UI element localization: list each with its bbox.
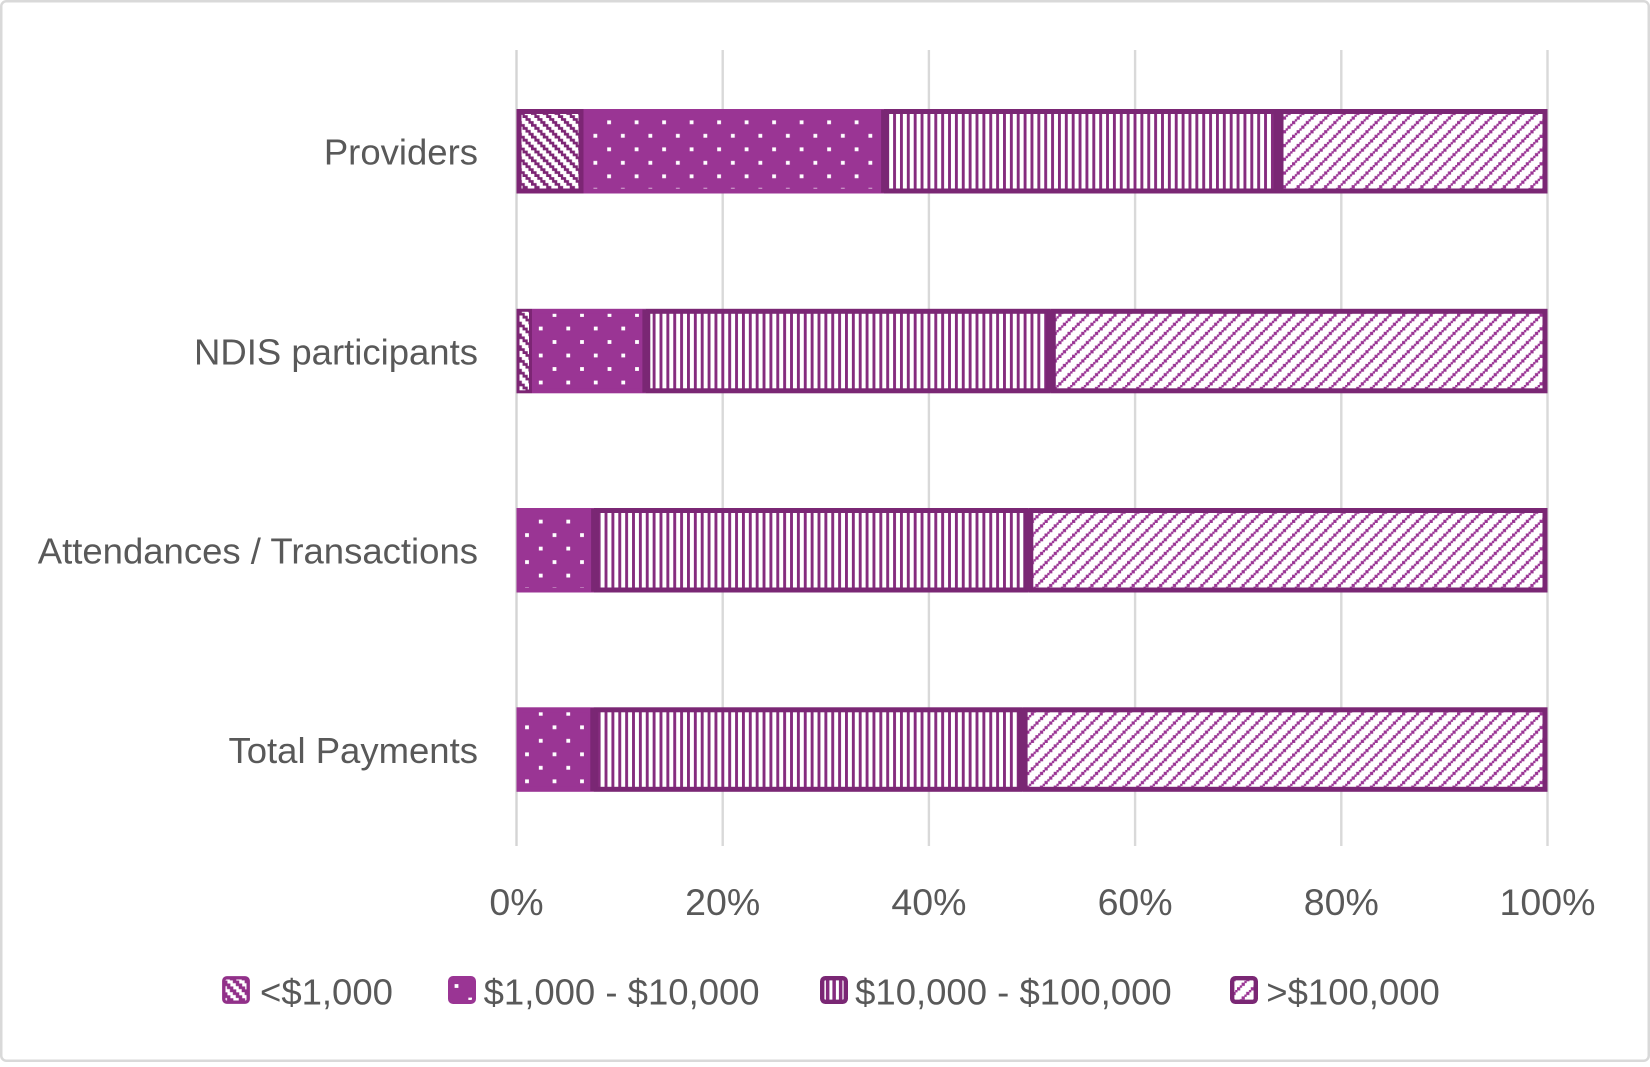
svg-text:100%: 100% xyxy=(1500,881,1596,923)
svg-text:Attendances / Transactions: Attendances / Transactions xyxy=(38,531,478,572)
svg-text:$10,000 - $100,000: $10,000 - $100,000 xyxy=(855,972,1172,1013)
svg-text:60%: 60% xyxy=(1098,881,1173,923)
svg-text:80%: 80% xyxy=(1304,881,1379,923)
svg-text:<$1,000: <$1,000 xyxy=(260,972,393,1013)
svg-text:>$100,000: >$100,000 xyxy=(1266,972,1440,1013)
svg-text:$1,000 - $10,000: $1,000 - $10,000 xyxy=(484,972,760,1013)
svg-text:Providers: Providers xyxy=(324,132,478,173)
svg-text:0%: 0% xyxy=(489,881,543,923)
svg-text:40%: 40% xyxy=(891,881,966,923)
svg-text:NDIS participants: NDIS participants xyxy=(194,331,478,372)
svg-text:Total Payments: Total Payments xyxy=(228,730,478,771)
svg-text:20%: 20% xyxy=(685,881,760,923)
